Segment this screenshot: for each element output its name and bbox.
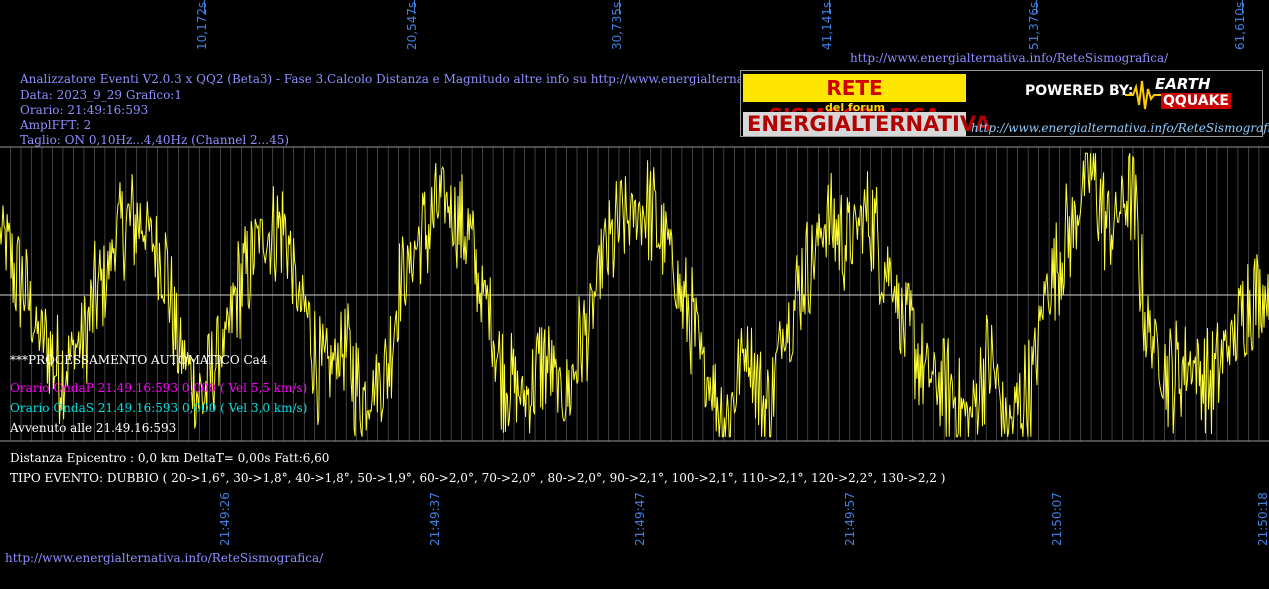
x-tick-time: 21:49:47 (633, 492, 648, 546)
seismo-wave-icon (1125, 80, 1165, 110)
onda-s-time: Orario OndaS 21.49.16:593 0,000 ( Vel 3,… (10, 401, 308, 415)
rete-sismografica-banner: RETE SISMOGRAFICA del forum ENERGIALTERN… (740, 70, 1269, 137)
event-type: TIPO EVENTO: DUBBIO ( 20->1,6°, 30->1,8°… (10, 471, 946, 485)
x-tick-seconds: 51,376s (1026, 1, 1041, 50)
footer-link[interactable]: http://www.energialternativa.info/ReteSi… (5, 551, 324, 565)
onda-p-time: Orario OndaP 21.49.16:593 0,000 ( Vel 5,… (10, 381, 308, 395)
banner-link[interactable]: http://www.energialternativa.info/ReteSi… (971, 121, 1269, 135)
x-tick-time: 21:50:18 (1255, 492, 1269, 546)
x-tick-seconds: 20,547s (404, 1, 419, 50)
header-title: Analizzatore Eventi V2.0.3 x QQ2 (Beta3)… (20, 72, 856, 86)
x-tick-time: 21:49:37 (427, 492, 442, 546)
banner-logo-quake: QQUAKE (1161, 93, 1231, 109)
x-tick-time: 21:49:57 (843, 492, 857, 546)
banner-logo-earth: EARTH (1155, 75, 1211, 93)
chart-frame (0, 146, 1269, 442)
x-tick-seconds: 41,141s (820, 1, 834, 50)
x-tick-seconds-mark (619, 0, 621, 14)
banner-title-2: ENERGIALTERNATIVA (743, 112, 991, 136)
banner-subtitle: del forum (825, 101, 885, 114)
x-tick-seconds-mark (1241, 0, 1243, 14)
chart-series (0, 152, 1269, 438)
top-link[interactable]: http://www.energialternativa.info/ReteSi… (850, 51, 1169, 65)
signal-trace (0, 152, 1269, 438)
event-time: Avvenuto alle 21.49.16:593 (10, 421, 177, 435)
x-tick-seconds-mark (1035, 0, 1037, 14)
epicenter-distance: Distanza Epicentro : 0,0 km DeltaT= 0,00… (10, 451, 330, 465)
x-tick-time: 21:50:07 (1049, 492, 1064, 546)
header-time: Orario: 21:49:16:593 (20, 103, 149, 117)
x-tick-seconds-mark (204, 0, 206, 14)
x-tick-seconds: 61,610s (1232, 1, 1247, 50)
x-tick-seconds: 10,172s (195, 1, 210, 50)
banner-powered: POWERED BY: (1025, 83, 1134, 99)
x-tick-seconds-mark (413, 0, 415, 14)
header-filter: Taglio: ON 0,10Hz...4,40Hz (Channel 2...… (20, 133, 290, 147)
header-date: Data: 2023_9_29 Grafico:1 (20, 88, 182, 102)
x-tick-time: 21:49:26 (218, 492, 233, 546)
banner-title: RETE SISMOGRAFICA (743, 74, 966, 128)
processing-status: ***PROCESSAMENTO AUTOMATICO Ca4 (10, 353, 268, 367)
x-tick-seconds: 30,735s (610, 1, 625, 50)
x-tick-seconds-mark (829, 0, 830, 14)
header-amplfft: AmplFFT: 2 (20, 118, 92, 132)
